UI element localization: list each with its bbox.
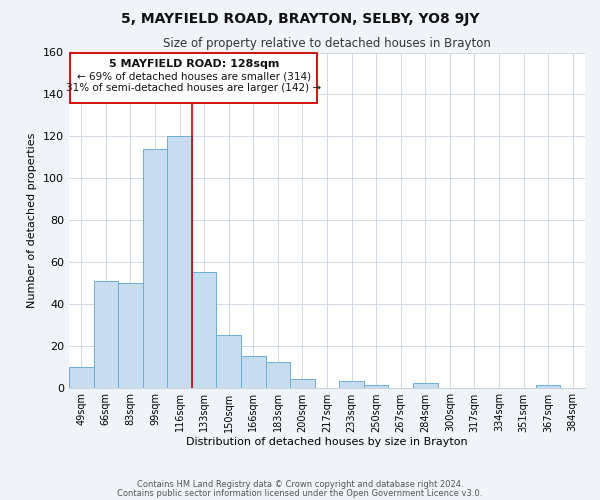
FancyBboxPatch shape bbox=[70, 52, 317, 103]
Bar bbox=[192, 272, 217, 388]
Bar bbox=[364, 386, 388, 388]
Bar bbox=[118, 283, 143, 388]
Bar bbox=[266, 362, 290, 388]
Text: 5, MAYFIELD ROAD, BRAYTON, SELBY, YO8 9JY: 5, MAYFIELD ROAD, BRAYTON, SELBY, YO8 9J… bbox=[121, 12, 479, 26]
X-axis label: Distribution of detached houses by size in Brayton: Distribution of detached houses by size … bbox=[186, 438, 468, 448]
Text: 5 MAYFIELD ROAD: 128sqm: 5 MAYFIELD ROAD: 128sqm bbox=[109, 59, 279, 69]
Bar bbox=[143, 149, 167, 388]
Bar bbox=[241, 356, 266, 388]
Y-axis label: Number of detached properties: Number of detached properties bbox=[28, 132, 37, 308]
Bar bbox=[339, 381, 364, 388]
Title: Size of property relative to detached houses in Brayton: Size of property relative to detached ho… bbox=[163, 37, 491, 50]
Bar bbox=[290, 379, 315, 388]
Bar bbox=[413, 384, 437, 388]
Text: 31% of semi-detached houses are larger (142) →: 31% of semi-detached houses are larger (… bbox=[66, 83, 321, 93]
Text: Contains HM Land Registry data © Crown copyright and database right 2024.: Contains HM Land Registry data © Crown c… bbox=[137, 480, 463, 489]
Text: Contains public sector information licensed under the Open Government Licence v3: Contains public sector information licen… bbox=[118, 489, 482, 498]
Bar bbox=[69, 366, 94, 388]
Bar bbox=[536, 386, 560, 388]
Text: ← 69% of detached houses are smaller (314): ← 69% of detached houses are smaller (31… bbox=[77, 72, 311, 82]
Bar bbox=[167, 136, 192, 388]
Bar bbox=[94, 280, 118, 388]
Bar bbox=[217, 335, 241, 388]
